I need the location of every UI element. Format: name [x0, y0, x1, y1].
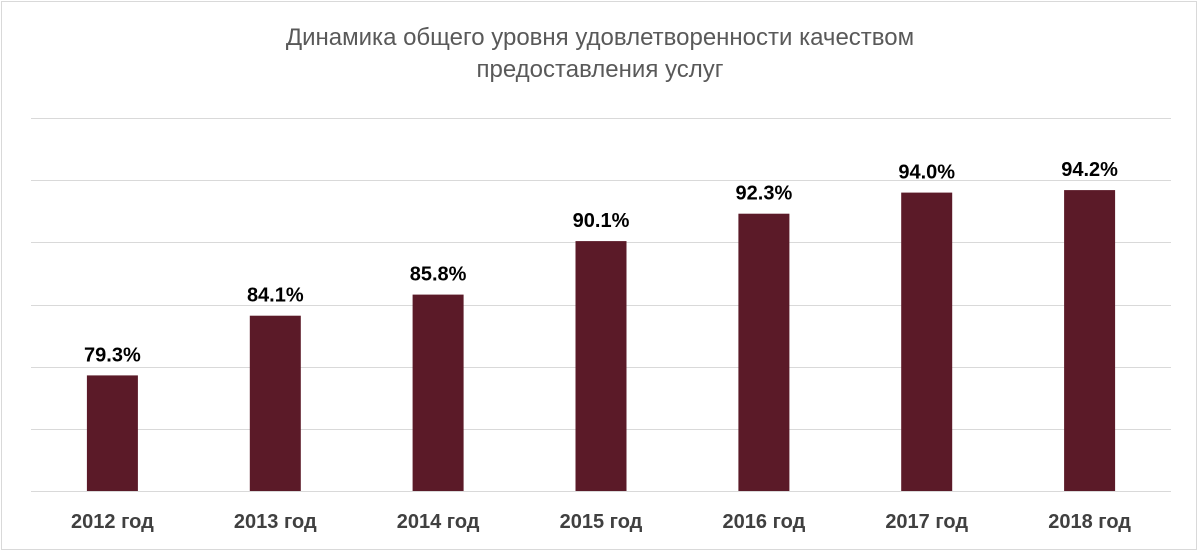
data-label: 94.0% — [898, 162, 955, 184]
x-tick-label: 2015 год — [560, 511, 643, 533]
bar — [901, 192, 953, 491]
bar — [86, 375, 138, 491]
chart-title-line-2: предоставления услуг — [476, 56, 724, 83]
bars — [86, 190, 1116, 491]
data-label: 84.1% — [247, 285, 304, 307]
x-axis-tick-labels: 2012 год 2013 год 2014 год 2015 год 2016 год… — [71, 511, 1131, 533]
data-label: 79.3% — [84, 344, 141, 366]
x-tick-label: 2012 год — [71, 511, 154, 533]
data-label: 92.3% — [736, 183, 793, 205]
chart-title: Динамика общего уровня удовлетворенности… — [0, 22, 1200, 86]
bar — [738, 213, 790, 491]
data-label: 94.2% — [1061, 159, 1118, 181]
x-tick-label: 2018 год — [1048, 511, 1131, 533]
value-labels: 79.3% 84.1% 85.8% 90.1% 92.3% 94.0% 94.2% — [84, 159, 1118, 366]
x-tick-label: 2013 год — [234, 511, 317, 533]
x-tick-label: 2016 год — [723, 511, 806, 533]
x-tick-label: 2017 год — [885, 511, 968, 533]
x-tick-label: 2014 год — [397, 511, 480, 533]
bar — [249, 315, 301, 491]
bar — [575, 241, 627, 491]
bar — [412, 294, 464, 491]
bar — [1064, 190, 1116, 491]
data-label: 85.8% — [410, 264, 467, 286]
data-label: 90.1% — [573, 210, 630, 232]
chart-title-line-1: Динамика общего уровня удовлетворенности… — [285, 24, 915, 51]
